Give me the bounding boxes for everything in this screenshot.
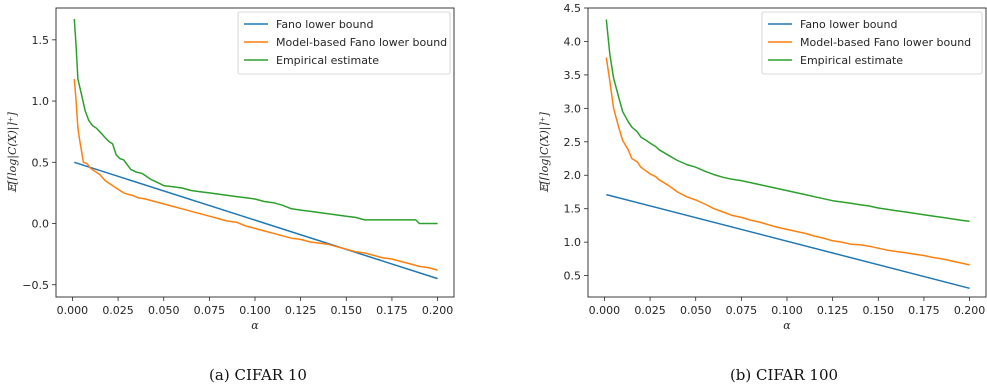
legend-entry: Model-based Fano lower bound <box>276 36 447 49</box>
x-tick-label: 0.125 <box>817 304 849 317</box>
y-tick-label: 3.5 <box>564 69 582 82</box>
x-axis-label: α <box>783 319 791 332</box>
chart-cifar10: 0.000 0.025 0.050 0.075 0.100 0.125 0.150 0.175… <box>6 7 455 384</box>
y-tick-label: 0.5 <box>32 156 50 169</box>
x-tick-label: 0.150 <box>863 304 895 317</box>
y-tick-label: 2.5 <box>564 136 582 149</box>
x-tick-label: 0.000 <box>57 304 89 317</box>
y-tick-label: 1.0 <box>564 236 582 249</box>
y-tick-label: 1.0 <box>32 95 50 108</box>
x-tick-label: 0.075 <box>194 304 226 317</box>
y-tick-label: 4.5 <box>564 2 582 15</box>
x-tick-label: 0.100 <box>239 304 271 317</box>
series-line-1 <box>606 193 970 290</box>
legend-box <box>237 11 451 75</box>
x-tick-label: 0.075 <box>726 304 758 317</box>
legend-box <box>761 11 983 75</box>
y-axis-label: 𝔼[⌈log|C(X)|⌉⁺] <box>6 111 20 192</box>
y-tick-label: 0.0 <box>32 218 50 231</box>
x-tick-label: 0.050 <box>680 304 712 317</box>
series-line-3 <box>73 18 438 225</box>
chart-cifar100: 0.000 0.025 0.050 0.075 0.100 0.125 0.150 0.175… <box>538 2 987 384</box>
chart-caption: (b) CIFAR 100 <box>730 366 838 384</box>
legend-entry: Empirical estimate <box>800 54 903 67</box>
y-tick-label: 1.5 <box>564 203 582 216</box>
legend-entry: Fano lower bound <box>800 18 897 31</box>
y-tick-label: 2.0 <box>564 169 582 182</box>
y-tick-label: 0.5 <box>564 270 582 283</box>
x-tick-label: 0.100 <box>771 304 803 317</box>
x-tick-label: 0.025 <box>102 304 134 317</box>
x-tick-label: 0.025 <box>634 304 666 317</box>
y-tick-label: 1.5 <box>32 34 50 47</box>
x-tick-label: 0.050 <box>148 304 180 317</box>
chart-caption: (a) CIFAR 10 <box>209 366 307 384</box>
legend-entry: Fano lower bound <box>276 18 373 31</box>
series-line-2 <box>605 57 970 266</box>
y-tick-label: 4.0 <box>564 35 582 48</box>
x-tick-label: 0.150 <box>331 304 363 317</box>
series-line-1 <box>74 161 438 280</box>
y-tick-label: 3.0 <box>564 102 582 115</box>
series-line-3 <box>605 19 970 223</box>
x-tick-label: 0.175 <box>376 304 408 317</box>
x-tick-label: 0.200 <box>422 304 454 317</box>
y-tick-label: −0.5 <box>22 279 49 292</box>
x-tick-label: 0.175 <box>908 304 940 317</box>
x-axis-label: α <box>251 319 259 332</box>
x-tick-label: 0.125 <box>285 304 317 317</box>
legend-entry: Model-based Fano lower bound <box>800 36 971 49</box>
series-line-2 <box>73 78 438 271</box>
legend-entry: Empirical estimate <box>276 54 379 67</box>
y-axis-label: 𝔼[⌈log|C(X)|⌉⁺] <box>538 111 552 192</box>
x-tick-label: 0.200 <box>954 304 986 317</box>
x-tick-label: 0.000 <box>589 304 621 317</box>
